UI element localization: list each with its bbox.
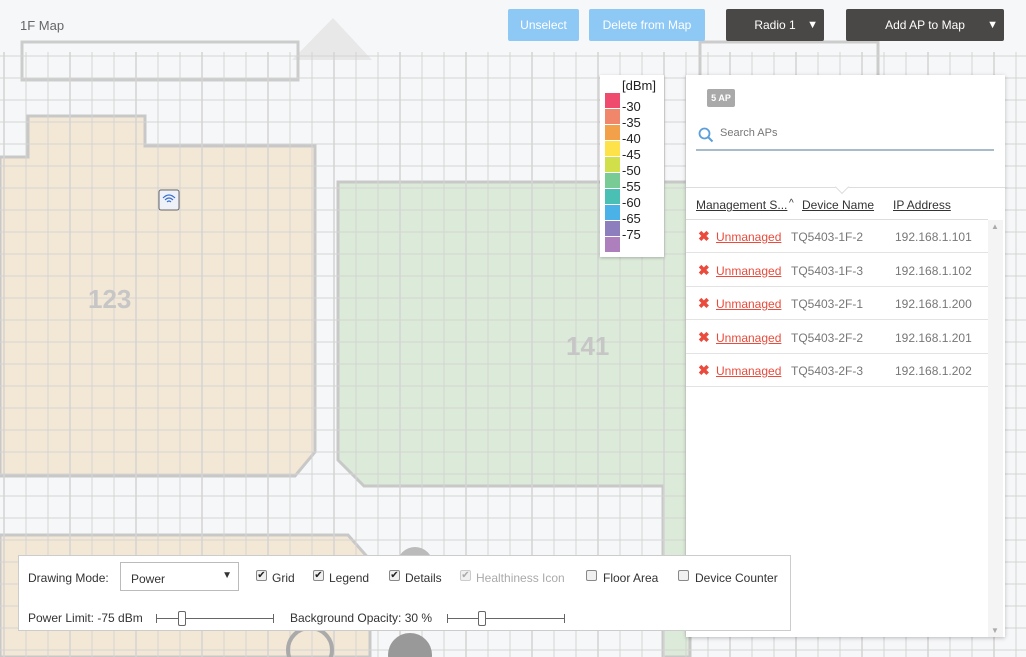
table-row[interactable]: ✖ Unmanaged TQ5403-1F-2 192.168.1.101 bbox=[686, 220, 988, 253]
ip-address: 192.168.1.202 bbox=[895, 364, 972, 378]
legend-swatch bbox=[605, 93, 620, 108]
unmanaged-x-icon: ✖ bbox=[698, 295, 710, 311]
ap-list-panel: 5 AP Management S... ^ Device Name IP Ad… bbox=[686, 75, 1005, 637]
legend-label: -65 bbox=[622, 211, 641, 226]
legend-label: -55 bbox=[622, 179, 641, 194]
management-status-link[interactable]: Unmanaged bbox=[716, 297, 782, 311]
column-ip-address[interactable]: IP Address bbox=[893, 198, 951, 212]
power-limit-slider[interactable] bbox=[156, 611, 274, 626]
legend-swatch bbox=[605, 237, 620, 252]
room-label-123: 123 bbox=[88, 284, 131, 314]
signal-legend: [dBm] -30 -35 -40 -45 -50 -55 -60 -65 -75 bbox=[600, 75, 664, 257]
ip-address: 192.168.1.102 bbox=[895, 263, 972, 278]
details-checkbox[interactable]: ✔ bbox=[389, 570, 400, 581]
search-input[interactable] bbox=[720, 127, 980, 139]
ip-address: 192.168.1.200 bbox=[895, 297, 972, 311]
device-name: TQ5403-2F-3 bbox=[791, 364, 864, 378]
unmanaged-x-icon: ✖ bbox=[698, 362, 710, 378]
slider-handle[interactable] bbox=[177, 611, 186, 626]
table-row[interactable]: ✖ Unmanaged TQ5403-1F-3 192.168.1.102 bbox=[686, 254, 988, 287]
divider bbox=[686, 219, 988, 220]
floor-area-checkbox[interactable] bbox=[586, 570, 597, 581]
wifi-icon bbox=[162, 194, 176, 203]
unmanaged-x-icon: ✖ bbox=[698, 261, 710, 278]
device-name: TQ5403-1F-2 bbox=[791, 230, 864, 244]
legend-swatch bbox=[605, 157, 620, 172]
scrollbar[interactable]: ▲ ▼ bbox=[988, 220, 1003, 637]
map-controls: Drawing Mode: Power ▼ ✔ Grid ✔ Legend ✔ D… bbox=[18, 555, 791, 631]
radio-select-button[interactable]: Radio 1 ▼ bbox=[726, 9, 824, 41]
top-toolbar: 1F Map Unselect Delete from Map Radio 1 ▼… bbox=[0, 0, 1026, 52]
unselect-button[interactable]: Unselect bbox=[508, 9, 579, 41]
background-opacity-label: Background Opacity: 30 % bbox=[290, 611, 433, 625]
device-name: TQ5403-1F-3 bbox=[791, 263, 864, 278]
table-row[interactable]: ✖ Unmanaged TQ5403-2F-3 192.168.1.202 bbox=[686, 354, 988, 387]
legend-swatch bbox=[605, 173, 620, 188]
legend-swatch bbox=[605, 109, 620, 124]
ip-address: 192.168.1.101 bbox=[895, 230, 972, 244]
healthiness-icon-checkbox: ✔ bbox=[460, 570, 471, 581]
drawing-mode-select[interactable]: Power ▼ bbox=[120, 562, 239, 591]
grid-checkbox[interactable]: ✔ bbox=[256, 570, 267, 581]
room-label-141: 141 bbox=[566, 331, 609, 361]
caret-down-icon: ▼ bbox=[987, 19, 998, 31]
legend-label: -30 bbox=[622, 99, 641, 114]
map-arrow bbox=[292, 18, 372, 60]
legend-swatch bbox=[605, 221, 620, 236]
management-status-link[interactable]: Unmanaged bbox=[716, 330, 782, 345]
unmanaged-x-icon: ✖ bbox=[698, 228, 710, 244]
device-counter-label: Device Counter bbox=[695, 571, 778, 585]
legend-swatch bbox=[605, 141, 620, 156]
device-counter-checkbox[interactable] bbox=[678, 570, 689, 581]
device-name: TQ5403-2F-1 bbox=[791, 297, 864, 311]
caret-down-icon: ▼ bbox=[807, 19, 818, 31]
management-status-link[interactable]: Unmanaged bbox=[716, 230, 782, 244]
floor-area-label: Floor Area bbox=[603, 571, 659, 585]
legend-unit: [dBm] bbox=[622, 78, 656, 93]
ap-count-badge: 5 AP bbox=[707, 89, 735, 107]
search-box bbox=[696, 123, 994, 151]
caret-down-icon: ▼ bbox=[222, 570, 232, 581]
legend-label: Legend bbox=[329, 571, 370, 585]
drawing-mode-value: Power bbox=[131, 572, 166, 586]
map-title: 1F Map bbox=[20, 18, 65, 33]
drawing-mode-label: Drawing Mode: bbox=[28, 571, 109, 585]
sort-asc-icon: ^ bbox=[789, 198, 794, 209]
radio-label: Radio 1 bbox=[754, 18, 796, 32]
add-ap-to-map-button[interactable]: Add AP to Map ▼ bbox=[846, 9, 1004, 41]
management-status-link[interactable]: Unmanaged bbox=[716, 364, 782, 378]
notch bbox=[834, 179, 850, 195]
column-management-status[interactable]: Management S... bbox=[696, 198, 788, 212]
table-row[interactable]: ✖ Unmanaged TQ5403-2F-2 192.168.1.201 bbox=[686, 321, 988, 354]
legend-label: -60 bbox=[622, 195, 641, 210]
management-status-link[interactable]: Unmanaged bbox=[716, 263, 782, 278]
add-ap-label: Add AP to Map bbox=[885, 18, 965, 32]
ap-marker[interactable] bbox=[158, 189, 180, 211]
search-icon bbox=[698, 127, 714, 143]
legend-swatch bbox=[605, 205, 620, 220]
legend-swatch bbox=[605, 125, 620, 140]
legend-swatch bbox=[605, 189, 620, 204]
scroll-down-icon[interactable]: ▼ bbox=[991, 626, 999, 635]
legend-label: -35 bbox=[622, 115, 641, 130]
grid-label: Grid bbox=[272, 571, 295, 585]
ip-address: 192.168.1.201 bbox=[895, 330, 972, 345]
scroll-up-icon[interactable]: ▲ bbox=[991, 222, 999, 231]
legend-label: -75 bbox=[622, 227, 641, 242]
background-opacity-slider[interactable] bbox=[447, 611, 565, 626]
device-name: TQ5403-2F-2 bbox=[791, 330, 864, 345]
legend-checkbox[interactable]: ✔ bbox=[313, 570, 324, 581]
legend-label: -50 bbox=[622, 163, 641, 178]
details-label: Details bbox=[405, 571, 442, 585]
delete-from-map-button[interactable]: Delete from Map bbox=[589, 9, 705, 41]
column-device-name[interactable]: Device Name bbox=[802, 198, 875, 212]
unmanaged-x-icon: ✖ bbox=[698, 328, 710, 345]
table-row[interactable]: ✖ Unmanaged TQ5403-2F-1 192.168.1.200 bbox=[686, 287, 988, 320]
legend-label: -45 bbox=[622, 147, 641, 162]
power-limit-label: Power Limit: -75 dBm bbox=[28, 611, 143, 625]
legend-label: -40 bbox=[622, 131, 641, 146]
healthiness-icon-label: Healthiness Icon bbox=[476, 571, 565, 585]
slider-handle[interactable] bbox=[478, 611, 487, 626]
